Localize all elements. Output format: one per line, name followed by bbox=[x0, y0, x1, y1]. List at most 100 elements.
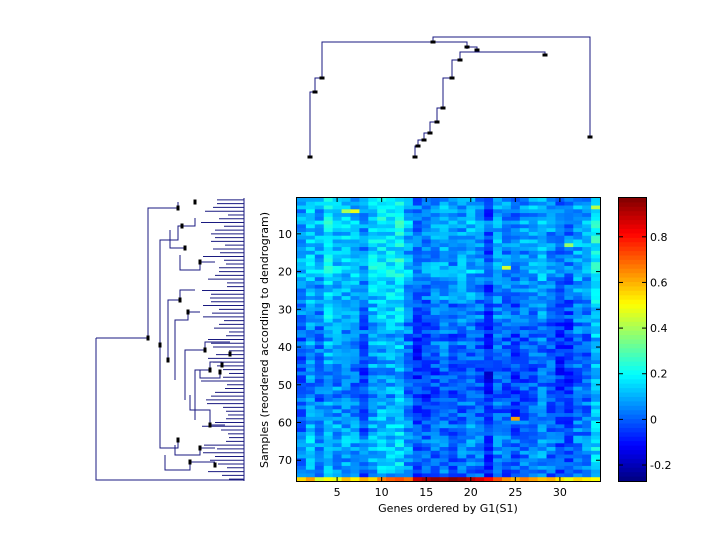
heatmap-cell bbox=[297, 477, 307, 482]
heatmap-cell bbox=[501, 311, 512, 316]
heatmap-cell bbox=[457, 360, 467, 365]
heatmap-cell bbox=[430, 273, 440, 278]
heatmap-cell bbox=[412, 390, 423, 395]
heatmap-cell bbox=[297, 216, 307, 222]
heatmap-cell bbox=[448, 390, 458, 395]
heatmap-cell bbox=[314, 386, 325, 391]
heatmap-cell bbox=[448, 318, 458, 323]
heatmap-cell bbox=[314, 281, 325, 286]
heatmap-cell bbox=[528, 318, 539, 323]
heatmap-cell bbox=[395, 273, 405, 278]
heatmap-cell bbox=[314, 348, 325, 354]
heatmap-cell bbox=[582, 209, 592, 214]
heatmap-cell bbox=[493, 341, 503, 346]
heatmap-cell bbox=[350, 299, 360, 305]
heatmap-cell bbox=[457, 337, 467, 342]
heatmap-cell bbox=[448, 273, 458, 278]
heatmap-cell bbox=[448, 345, 458, 350]
heatmap-cell bbox=[314, 330, 325, 335]
heatmap-cell bbox=[341, 284, 351, 289]
heatmap-cell bbox=[475, 337, 485, 342]
heatmap-cell bbox=[341, 447, 351, 452]
heatmap-cell bbox=[403, 296, 414, 301]
heatmap-cell bbox=[305, 330, 316, 335]
heatmap-cell bbox=[493, 337, 503, 342]
heatmap-cell bbox=[359, 220, 369, 225]
heatmap-cell bbox=[582, 262, 592, 267]
heatmap-cell bbox=[430, 364, 440, 369]
heatmap-cell bbox=[332, 462, 342, 467]
heatmap-cell bbox=[403, 228, 414, 233]
heatmap-cell bbox=[421, 277, 432, 282]
heatmap-cell bbox=[519, 228, 530, 233]
heatmap-cell bbox=[591, 371, 601, 376]
heatmap-cell bbox=[403, 314, 414, 320]
heatmap-cell bbox=[573, 352, 583, 357]
heatmap-cell bbox=[591, 288, 601, 293]
heatmap-cell bbox=[305, 439, 316, 444]
heatmap-cell bbox=[386, 394, 396, 399]
heatmap-cell bbox=[386, 235, 396, 240]
heatmap-cell bbox=[564, 450, 574, 455]
heatmap-cell bbox=[439, 447, 449, 452]
heatmap-cell bbox=[448, 382, 458, 388]
heatmap-cell bbox=[314, 333, 325, 339]
heatmap-cell bbox=[377, 341, 387, 346]
heatmap-cell bbox=[475, 213, 485, 218]
heatmap-cell bbox=[395, 247, 405, 252]
heatmap-cell bbox=[457, 465, 467, 471]
heatmap-cell bbox=[537, 262, 547, 267]
heatmap-cell bbox=[510, 281, 521, 286]
heatmap-cell bbox=[555, 224, 565, 229]
heatmap-cell bbox=[537, 209, 547, 214]
heatmap-cell bbox=[377, 292, 387, 297]
heatmap-cell bbox=[314, 390, 325, 395]
heatmap-cell bbox=[448, 322, 458, 327]
heatmap-cell bbox=[519, 307, 530, 312]
heatmap-cell bbox=[448, 333, 458, 339]
heatmap-cell bbox=[573, 307, 583, 312]
heatmap-cell bbox=[564, 277, 574, 282]
heatmap-cell bbox=[412, 284, 423, 289]
heatmap-cell bbox=[466, 409, 476, 414]
heatmap-cell bbox=[297, 265, 307, 271]
heatmap-cell bbox=[412, 371, 423, 376]
heatmap-cell bbox=[484, 326, 494, 331]
heatmap-cell bbox=[591, 250, 601, 255]
heatmap-cell bbox=[314, 228, 325, 233]
heatmap-cell bbox=[555, 439, 565, 444]
heatmap-cell bbox=[439, 435, 449, 440]
heatmap-cell bbox=[439, 371, 449, 376]
colorbar-tick-label: 0.4 bbox=[650, 322, 668, 335]
heatmap-cell bbox=[591, 367, 601, 372]
heatmap-cell bbox=[457, 435, 467, 440]
heatmap-cell bbox=[430, 371, 440, 376]
heatmap-cell bbox=[448, 371, 458, 376]
heatmap-cell bbox=[484, 364, 494, 369]
heatmap-cell bbox=[564, 235, 574, 240]
heatmap-cell bbox=[403, 360, 414, 365]
colorbar-segment bbox=[619, 419, 646, 425]
heatmap-cell bbox=[501, 382, 512, 388]
heatmap-cell bbox=[457, 254, 467, 259]
heatmap-cell bbox=[386, 220, 396, 225]
heatmap-cell bbox=[359, 409, 369, 414]
heatmap-cell bbox=[564, 447, 574, 452]
heatmap-cell bbox=[403, 401, 414, 406]
heatmap-cell bbox=[457, 284, 467, 289]
heatmap-cell bbox=[528, 367, 539, 372]
heatmap-cell bbox=[466, 397, 476, 403]
heatmap-cell bbox=[466, 201, 476, 206]
heatmap-cell bbox=[528, 462, 539, 467]
heatmap-cell bbox=[528, 382, 539, 388]
heatmap-cell bbox=[475, 235, 485, 240]
heatmap-cell bbox=[403, 409, 414, 414]
heatmap-cell bbox=[341, 296, 351, 301]
heatmap-cell bbox=[368, 262, 378, 267]
heatmap-cell bbox=[386, 405, 396, 410]
heatmap-cell bbox=[314, 424, 325, 429]
heatmap-cell bbox=[555, 379, 565, 384]
heatmap-cell bbox=[439, 458, 449, 463]
heatmap-cell bbox=[403, 269, 414, 274]
heatmap-cell bbox=[457, 235, 467, 240]
